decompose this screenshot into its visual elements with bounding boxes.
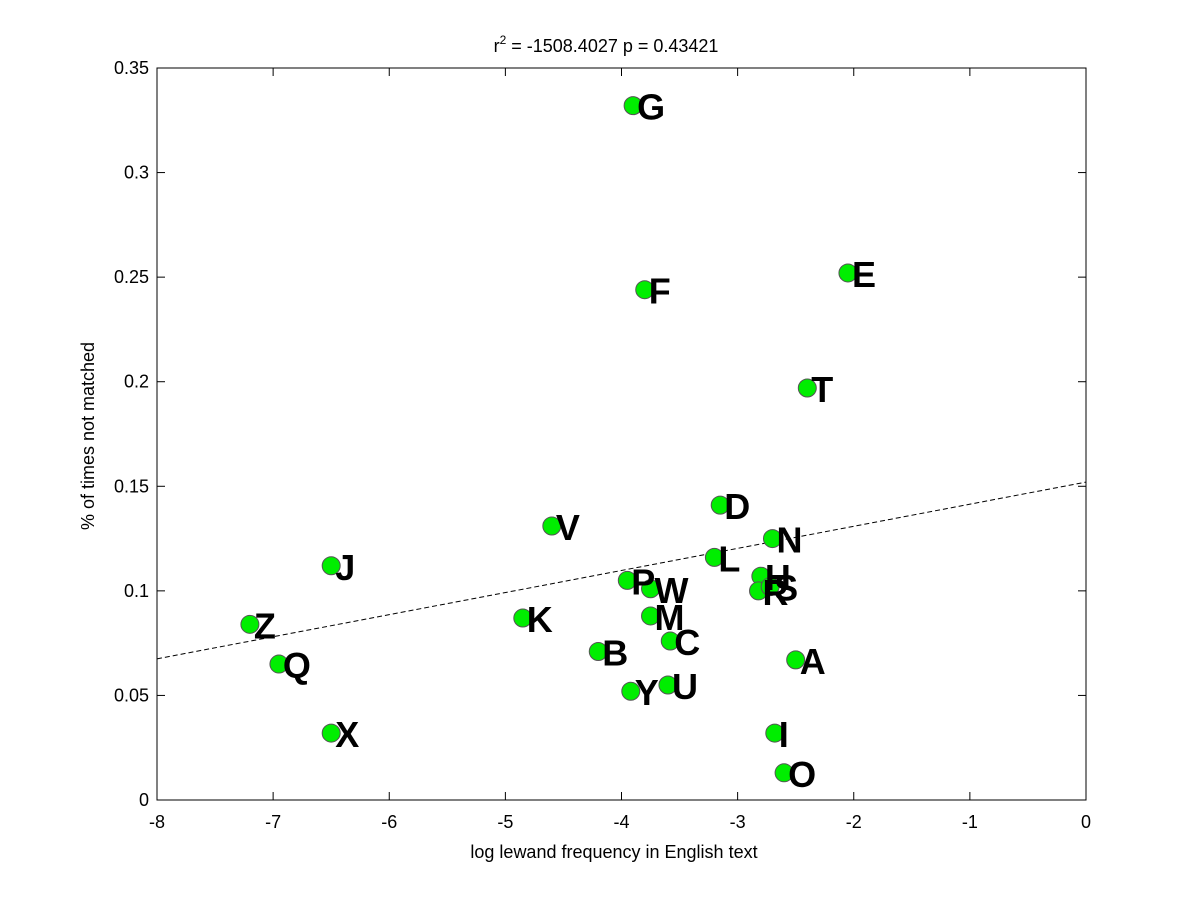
y-tick-label: 0.35 [114,58,149,78]
y-tick-label: 0 [139,790,149,810]
point-label-i: I [779,714,789,755]
x-tick-label: -5 [497,812,513,832]
x-tick-label: 0 [1081,812,1091,832]
y-tick-label: 0.1 [124,581,149,601]
point-label-r: R [763,572,789,613]
x-axis-title: log lewand frequency in English text [470,842,757,862]
point-label-d: D [724,486,750,527]
trend-line [156,481,1087,660]
point-labels: G E F T D V NL J H P W RS M K Z C B A Q UY X IO [254,87,876,795]
point-marker-u [658,675,678,695]
point-label-g: G [637,87,665,128]
point-label-k: K [527,599,553,640]
y-tick-label: 0.3 [124,163,149,183]
x-tick-label: -1 [962,812,978,832]
point-label-t: T [811,369,833,410]
x-tick-label: -3 [730,812,746,832]
point-marker-n [762,529,782,549]
trend-line-layer [156,481,1087,660]
x-tick-label: -2 [846,812,862,832]
point-marker-y [621,681,641,701]
point-marker-m [641,606,661,626]
point-label-a: A [800,641,826,682]
x-tick-label: -6 [381,812,397,832]
point-label-x: X [335,714,359,755]
point-label-y: Y [635,672,659,713]
point-label-f: F [649,271,671,312]
point-marker-g [623,96,643,116]
point-marker-s [760,577,780,597]
point-label-b: B [602,633,628,674]
point-marker-i [765,723,785,743]
y-axis-title: % of times not matched [78,342,98,530]
x-tick-label: -4 [613,812,629,832]
y-axis-ticks: 0 0.05 0.1 0.15 0.2 0.25 0.3 0.35 [114,58,1086,810]
scatter-points: G E F T D V NL J H P W RS M K Z C B A Q UY X IO [240,87,876,795]
point-marker-v [542,516,562,536]
point-marker-c [660,631,680,651]
y-tick-label: 0.2 [124,372,149,392]
point-marker-p [617,570,637,590]
point-label-e: E [852,254,876,295]
point-marker-l [704,547,724,567]
x-tick-label: -8 [149,812,165,832]
x-tick-label: -7 [265,812,281,832]
point-label-h: H [765,557,791,598]
point-marker-f [635,280,655,300]
x-axis-ticks: -8 -7 -6 -5 -4 -3 -2 -1 0 [149,68,1091,832]
point-marker-t [797,378,817,398]
point-label-c: C [674,622,700,663]
point-label-v: V [556,507,580,548]
point-marker-b [588,642,608,662]
point-marker-d [710,495,730,515]
point-markers [240,96,858,783]
title-r-exponent: 2 [500,33,507,47]
point-marker-x [321,723,341,743]
point-marker-j [321,556,341,576]
point-label-l: L [718,538,740,579]
point-label-z: Z [254,605,276,646]
point-marker-z [240,614,260,634]
point-label-s: S [774,568,798,609]
point-label-m: M [655,597,685,638]
point-marker-a [786,650,806,670]
point-marker-o [774,763,794,783]
point-label-q: Q [283,645,311,686]
point-label-o: O [788,754,816,795]
chart-title: r2 = -1508.4027 p = 0.43421 [494,33,719,56]
point-marker-e [838,263,858,283]
y-tick-label: 0.15 [114,476,149,496]
y-tick-label: 0.25 [114,267,149,287]
point-marker-w [641,579,661,599]
point-label-w: W [655,570,689,611]
title-r-symbol: r [494,36,500,56]
point-marker-q [269,654,289,674]
point-label-j: J [335,547,355,588]
point-label-p: P [631,561,655,602]
y-tick-label: 0.05 [114,685,149,705]
point-label-u: U [672,666,698,707]
title-statistics: = -1508.4027 p = 0.43421 [506,36,718,56]
point-marker-k [513,608,533,628]
point-label-n: N [776,520,802,561]
